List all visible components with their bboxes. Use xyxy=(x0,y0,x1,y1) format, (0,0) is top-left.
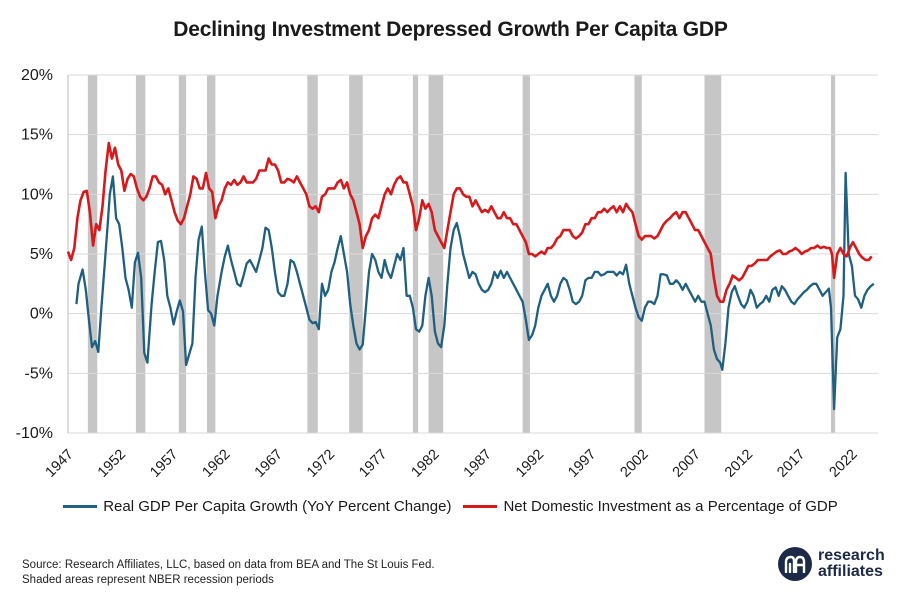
source-note: Source: Research Affiliates, LLC, based … xyxy=(22,558,435,588)
y-tick-label: -5% xyxy=(25,365,53,382)
legend-item-net-investment: Net Domestic Investment as a Percentage … xyxy=(463,498,838,515)
x-tick-label: 1977 xyxy=(356,447,390,481)
x-tick-label: 1982 xyxy=(409,447,443,481)
line-chart: 20% 15% 10% 5% 0% -5% -10% 1947 1952 1957 1962 196… xyxy=(16,67,878,481)
logo-wordmark: research affiliates xyxy=(818,548,885,580)
logo-mark-icon xyxy=(778,547,812,581)
legend: Real GDP Per Capita Growth (YoY Percent … xyxy=(0,498,901,515)
x-tick-label: 1952 xyxy=(95,447,129,481)
series-lines xyxy=(66,141,875,411)
gridlines xyxy=(67,74,878,434)
x-tick-label: 1972 xyxy=(304,447,338,481)
logo-word-affiliates: affiliates xyxy=(818,563,883,580)
x-tick-label: 1947 xyxy=(43,447,77,481)
legend-label-gdp-growth: Real GDP Per Capita Growth (YoY Percent … xyxy=(103,498,452,515)
x-tick-label: 1962 xyxy=(199,447,233,481)
y-tick-label: 0% xyxy=(30,306,53,323)
y-tick-label: -10% xyxy=(16,425,53,442)
x-tick-label: 1987 xyxy=(461,447,495,481)
recession-note: Shaded areas represent NBER recession pe… xyxy=(22,574,274,586)
x-tick-label: 1992 xyxy=(513,447,547,481)
gdp-growth-line xyxy=(75,171,875,411)
logo-word-research: research xyxy=(818,547,885,564)
x-tick-label: 2022 xyxy=(827,447,861,481)
y-tick-label: 5% xyxy=(30,246,53,263)
y-tick-label: 20% xyxy=(21,67,53,84)
net-investment-line xyxy=(66,141,873,303)
x-tick-label: 1967 xyxy=(252,447,286,481)
legend-label-net-investment: Net Domestic Investment as a Percentage … xyxy=(503,498,838,515)
source-line: Source: Research Affiliates, LLC, based … xyxy=(22,559,435,571)
x-tick-label: 1957 xyxy=(147,447,181,481)
legend-swatch-gdp-growth xyxy=(63,505,98,508)
legend-item-gdp-growth: Real GDP Per Capita Growth (YoY Percent … xyxy=(63,498,451,515)
x-tick-label: 2017 xyxy=(774,447,808,481)
legend-swatch-net-investment xyxy=(463,505,498,508)
y-axis-ticks: 20% 15% 10% 5% 0% -5% -10% xyxy=(16,67,53,442)
chart-title: Declining Investment Depressed Growth Pe… xyxy=(173,18,728,41)
x-tick-label: 2007 xyxy=(670,447,704,481)
x-tick-label: 2012 xyxy=(722,447,756,481)
x-tick-label: 2002 xyxy=(618,447,652,481)
y-tick-label: 15% xyxy=(21,127,53,144)
y-tick-label: 10% xyxy=(21,186,53,203)
research-affiliates-logo: research affiliates xyxy=(778,547,885,581)
x-tick-label: 1997 xyxy=(565,447,599,481)
x-axis-ticks: 1947 1952 1957 1962 1967 1972 1977 1982 1987 1992… xyxy=(43,447,861,481)
